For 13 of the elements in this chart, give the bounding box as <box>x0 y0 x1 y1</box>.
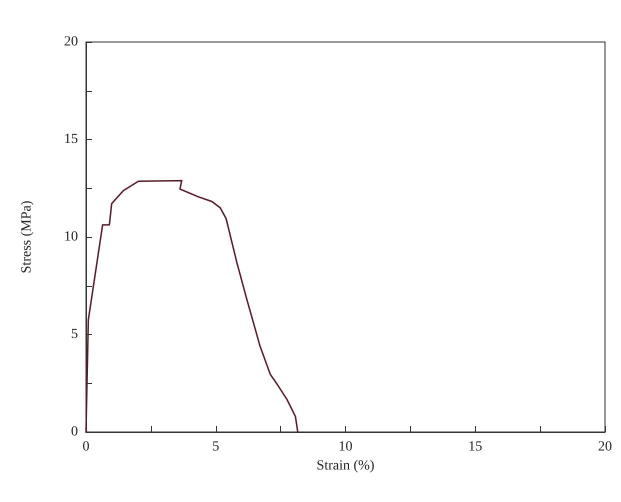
x-tick-label: 0 <box>82 440 90 454</box>
y-tick-label: 20 <box>64 34 78 50</box>
x-tick-label: 15 <box>468 440 482 454</box>
x-tick-label: 20 <box>598 440 612 454</box>
x-tick-label: 5 <box>212 440 220 454</box>
x-axis-title: Strain (%) <box>316 458 375 474</box>
y-axis-title: Stress (MPa) <box>20 200 34 274</box>
x-tick-label: 10 <box>338 440 352 454</box>
y-tick-label: 5 <box>71 327 78 342</box>
y-tick-label: 15 <box>64 132 78 147</box>
y-tick-label: 10 <box>64 230 78 244</box>
y-tick-label: 0 <box>71 424 78 440</box>
line-series <box>85 180 298 433</box>
